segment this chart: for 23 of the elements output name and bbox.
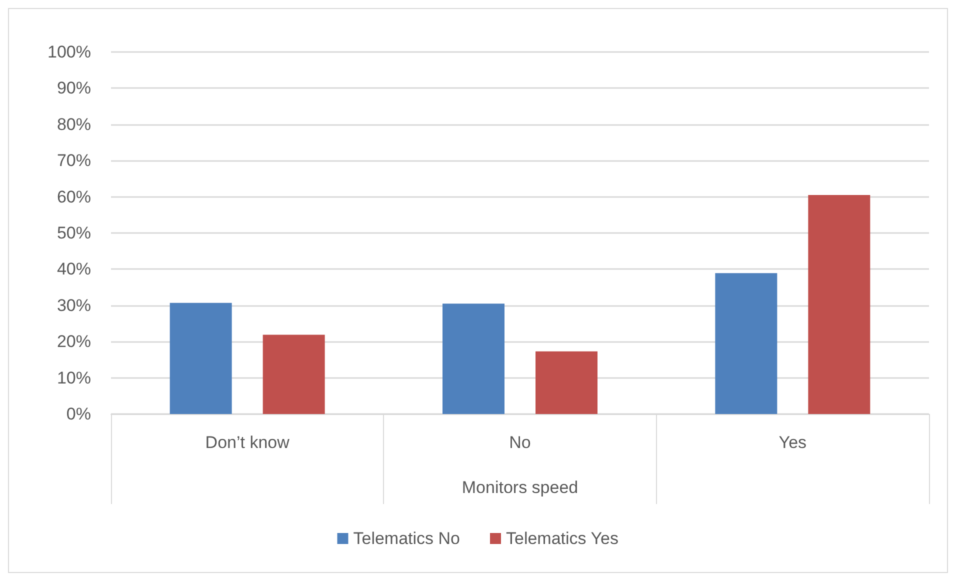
bar	[442, 304, 504, 414]
y-tick-label: 40%	[56, 260, 91, 279]
y-tick-label: 70%	[56, 151, 91, 170]
x-tick-label: Don’t know	[205, 433, 290, 452]
x-axis-title: Monitors speed	[462, 478, 578, 497]
y-tick-label: 90%	[56, 78, 91, 98]
bar	[536, 351, 598, 414]
x-tick-label: Yes	[778, 433, 807, 452]
y-tick-label: 50%	[56, 224, 91, 242]
legend-label: Telematics Yes	[506, 529, 618, 548]
y-tick-label: 30%	[56, 296, 91, 315]
bar	[170, 302, 232, 414]
y-tick-label: 60%	[56, 187, 91, 206]
x-tick-label: No	[509, 433, 531, 452]
bar	[808, 194, 870, 414]
y-tick-label: 20%	[56, 332, 91, 352]
y-tick-label: 0%	[66, 404, 91, 424]
legend-label: Telematics No	[353, 529, 460, 548]
y-tick-label: 10%	[56, 368, 91, 388]
bar	[715, 273, 778, 414]
y-tick-label: 80%	[56, 114, 91, 134]
y-tick-label: 100%	[48, 42, 91, 62]
bar	[262, 334, 325, 414]
